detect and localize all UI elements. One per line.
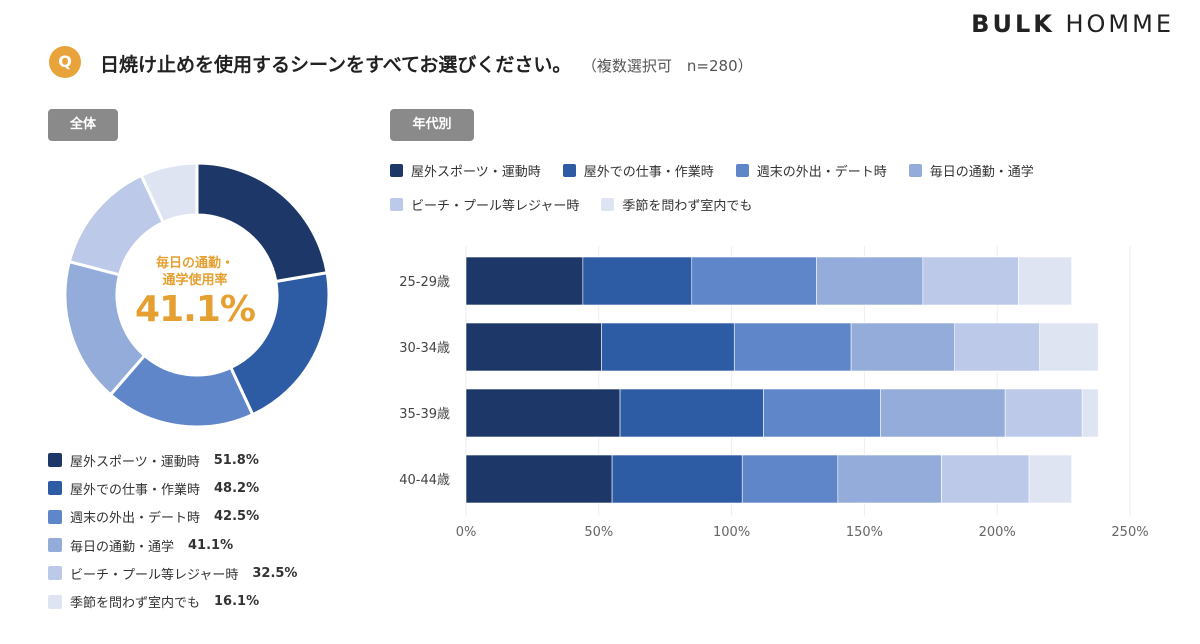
overall-legend-item: 週末の外出・デート時 42.5% [48, 503, 368, 531]
series-legend-item: 季節を問わず室内でも [601, 192, 752, 216]
bar-segment [465, 256, 584, 306]
legend-label: ビーチ・プール等レジャー時 [70, 567, 239, 583]
x-tick-label: 0% [456, 525, 477, 540]
donut-center-label: 毎日の通勤・ 通学使用率 41.1% [117, 255, 273, 331]
x-tick-label: 250% [1111, 525, 1148, 540]
bar-segment [741, 454, 839, 504]
legend-swatch [48, 509, 62, 524]
bar-segment [733, 322, 852, 372]
overall-legend-item: 屋外スポーツ・運動時 51.8% [48, 446, 368, 474]
legend-swatch [390, 163, 403, 177]
legend-swatch [48, 538, 62, 553]
bar-segment [1004, 388, 1083, 438]
donut-slice [139, 161, 199, 225]
legend-swatch [908, 163, 922, 177]
bar-segment [850, 322, 956, 372]
legend-label: 屋外での仕事・作業時 [583, 164, 714, 180]
series-legend-item: 屋外での仕事・作業時 [562, 158, 714, 182]
bar-segment [954, 322, 1040, 372]
legend-value: 41.1% [188, 537, 234, 553]
legend-value: 51.8% [213, 452, 259, 468]
bar-segment [816, 256, 924, 306]
x-tick-label: 50% [584, 525, 613, 540]
bar-segment [922, 256, 1019, 306]
question-text: 日焼け止めを使用するシーンをすべてお選びください。 [100, 54, 572, 76]
legend-swatch [48, 566, 62, 581]
overall-legend-item: 毎日の通勤・通学 41.1% [48, 531, 368, 559]
donut-chart [63, 161, 331, 429]
legend-label: 毎日の通勤・通学 [70, 539, 175, 555]
legend-label: 屋外スポーツ・運動時 [411, 164, 541, 180]
legend-label: 季節を問わず室内でも [70, 596, 201, 612]
overall-legend-item: ビーチ・プール等レジャー時 32.5% [48, 559, 368, 587]
bar-segment [763, 388, 881, 438]
bar-segment [837, 454, 942, 504]
legend-swatch [562, 163, 576, 177]
x-tick-label: 200% [979, 525, 1016, 540]
bar-segment [880, 388, 1006, 438]
legend-swatch [601, 197, 615, 211]
legend-label: 毎日の通勤・通学 [929, 164, 1034, 180]
bar-segment [465, 322, 602, 372]
legend-label: 季節を問わず室内でも [622, 198, 753, 214]
donut-center-value: 41.1% [135, 289, 256, 330]
y-category-label: 35-39歳 [399, 407, 450, 422]
brand-logo: BULK HOMME [971, 10, 1174, 38]
y-category-label: 30-34歳 [399, 341, 450, 356]
bar-segment [1039, 322, 1099, 372]
section-label-overall: 全体 [48, 109, 118, 141]
bar-segment [582, 256, 693, 306]
bar-segment [1081, 388, 1099, 438]
donut-center-line2: 通学使用率 [162, 273, 228, 288]
section-label-by-age: 年代別 [390, 109, 474, 141]
legend-swatch [390, 197, 403, 211]
y-category-label: 40-44歳 [399, 473, 450, 488]
bar-segment [941, 454, 1030, 504]
legend-value: 48.2% [214, 480, 260, 496]
bar-segment [465, 388, 621, 438]
bar-segment [619, 388, 764, 438]
bar-segment [691, 256, 817, 306]
series-legend-item: 週末の外出・デート時 [735, 158, 887, 182]
overall-legend-item: 季節を問わず室内でも 16.1% [48, 587, 368, 615]
series-legend-item: 屋外スポーツ・運動時 [390, 158, 541, 182]
legend-label: 屋外スポーツ・運動時 [70, 454, 200, 470]
legend-label: 屋外での仕事・作業時 [70, 482, 201, 498]
series-legend-item: 毎日の通勤・通学 [908, 158, 1034, 182]
bar-segment [601, 322, 735, 372]
legend-swatch [48, 481, 62, 496]
legend-value: 32.5% [252, 565, 298, 581]
x-tick-label: 150% [846, 525, 883, 540]
brand-logo-bold: BULK [971, 10, 1055, 38]
legend-label: 週末の外出・デート時 [70, 511, 201, 527]
brand-logo-light: HOMME [1065, 10, 1174, 38]
x-tick-label: 100% [713, 525, 750, 540]
legend-value: 42.5% [214, 509, 260, 525]
y-category-label: 25-29歳 [399, 275, 450, 290]
series-legend-item: ビーチ・プール等レジャー時 [390, 192, 579, 216]
overall-legend: 屋外スポーツ・運動時 51.8% 屋外での仕事・作業時 48.2% 週末の外出・デート時… [48, 446, 368, 616]
donut-center-line1: 毎日の通勤・ [155, 256, 234, 271]
legend-swatch [48, 453, 62, 468]
series-legend: 屋外スポーツ・運動時 屋外での仕事・作業時 週末の外出・デート時 毎日の通勤・通学ビー… [390, 158, 1170, 226]
legend-swatch [48, 594, 62, 609]
legend-label: ビーチ・プール等レジャー時 [411, 198, 580, 214]
question-title: 日焼け止めを使用するシーンをすべてお選びください。 （複数選択可 n=280） [100, 50, 753, 77]
overall-legend-item: 屋外での仕事・作業時 48.2% [48, 474, 368, 502]
bar-segment [611, 454, 743, 504]
legend-label: 週末の外出・デート時 [756, 164, 887, 180]
bar-segment [1018, 256, 1072, 306]
bar-segment [1028, 454, 1072, 504]
stacked-bar-chart: 0% 50% 100% 150% 200% 250% 25-29歳 30-34歳 35-39歳 4… [399, 246, 1149, 540]
bar-segment [465, 454, 613, 504]
legend-swatch [735, 163, 749, 177]
question-note: （複数選択可 n=280） [589, 57, 753, 75]
legend-value: 16.1% [214, 594, 260, 610]
question-badge: Q [49, 46, 81, 78]
